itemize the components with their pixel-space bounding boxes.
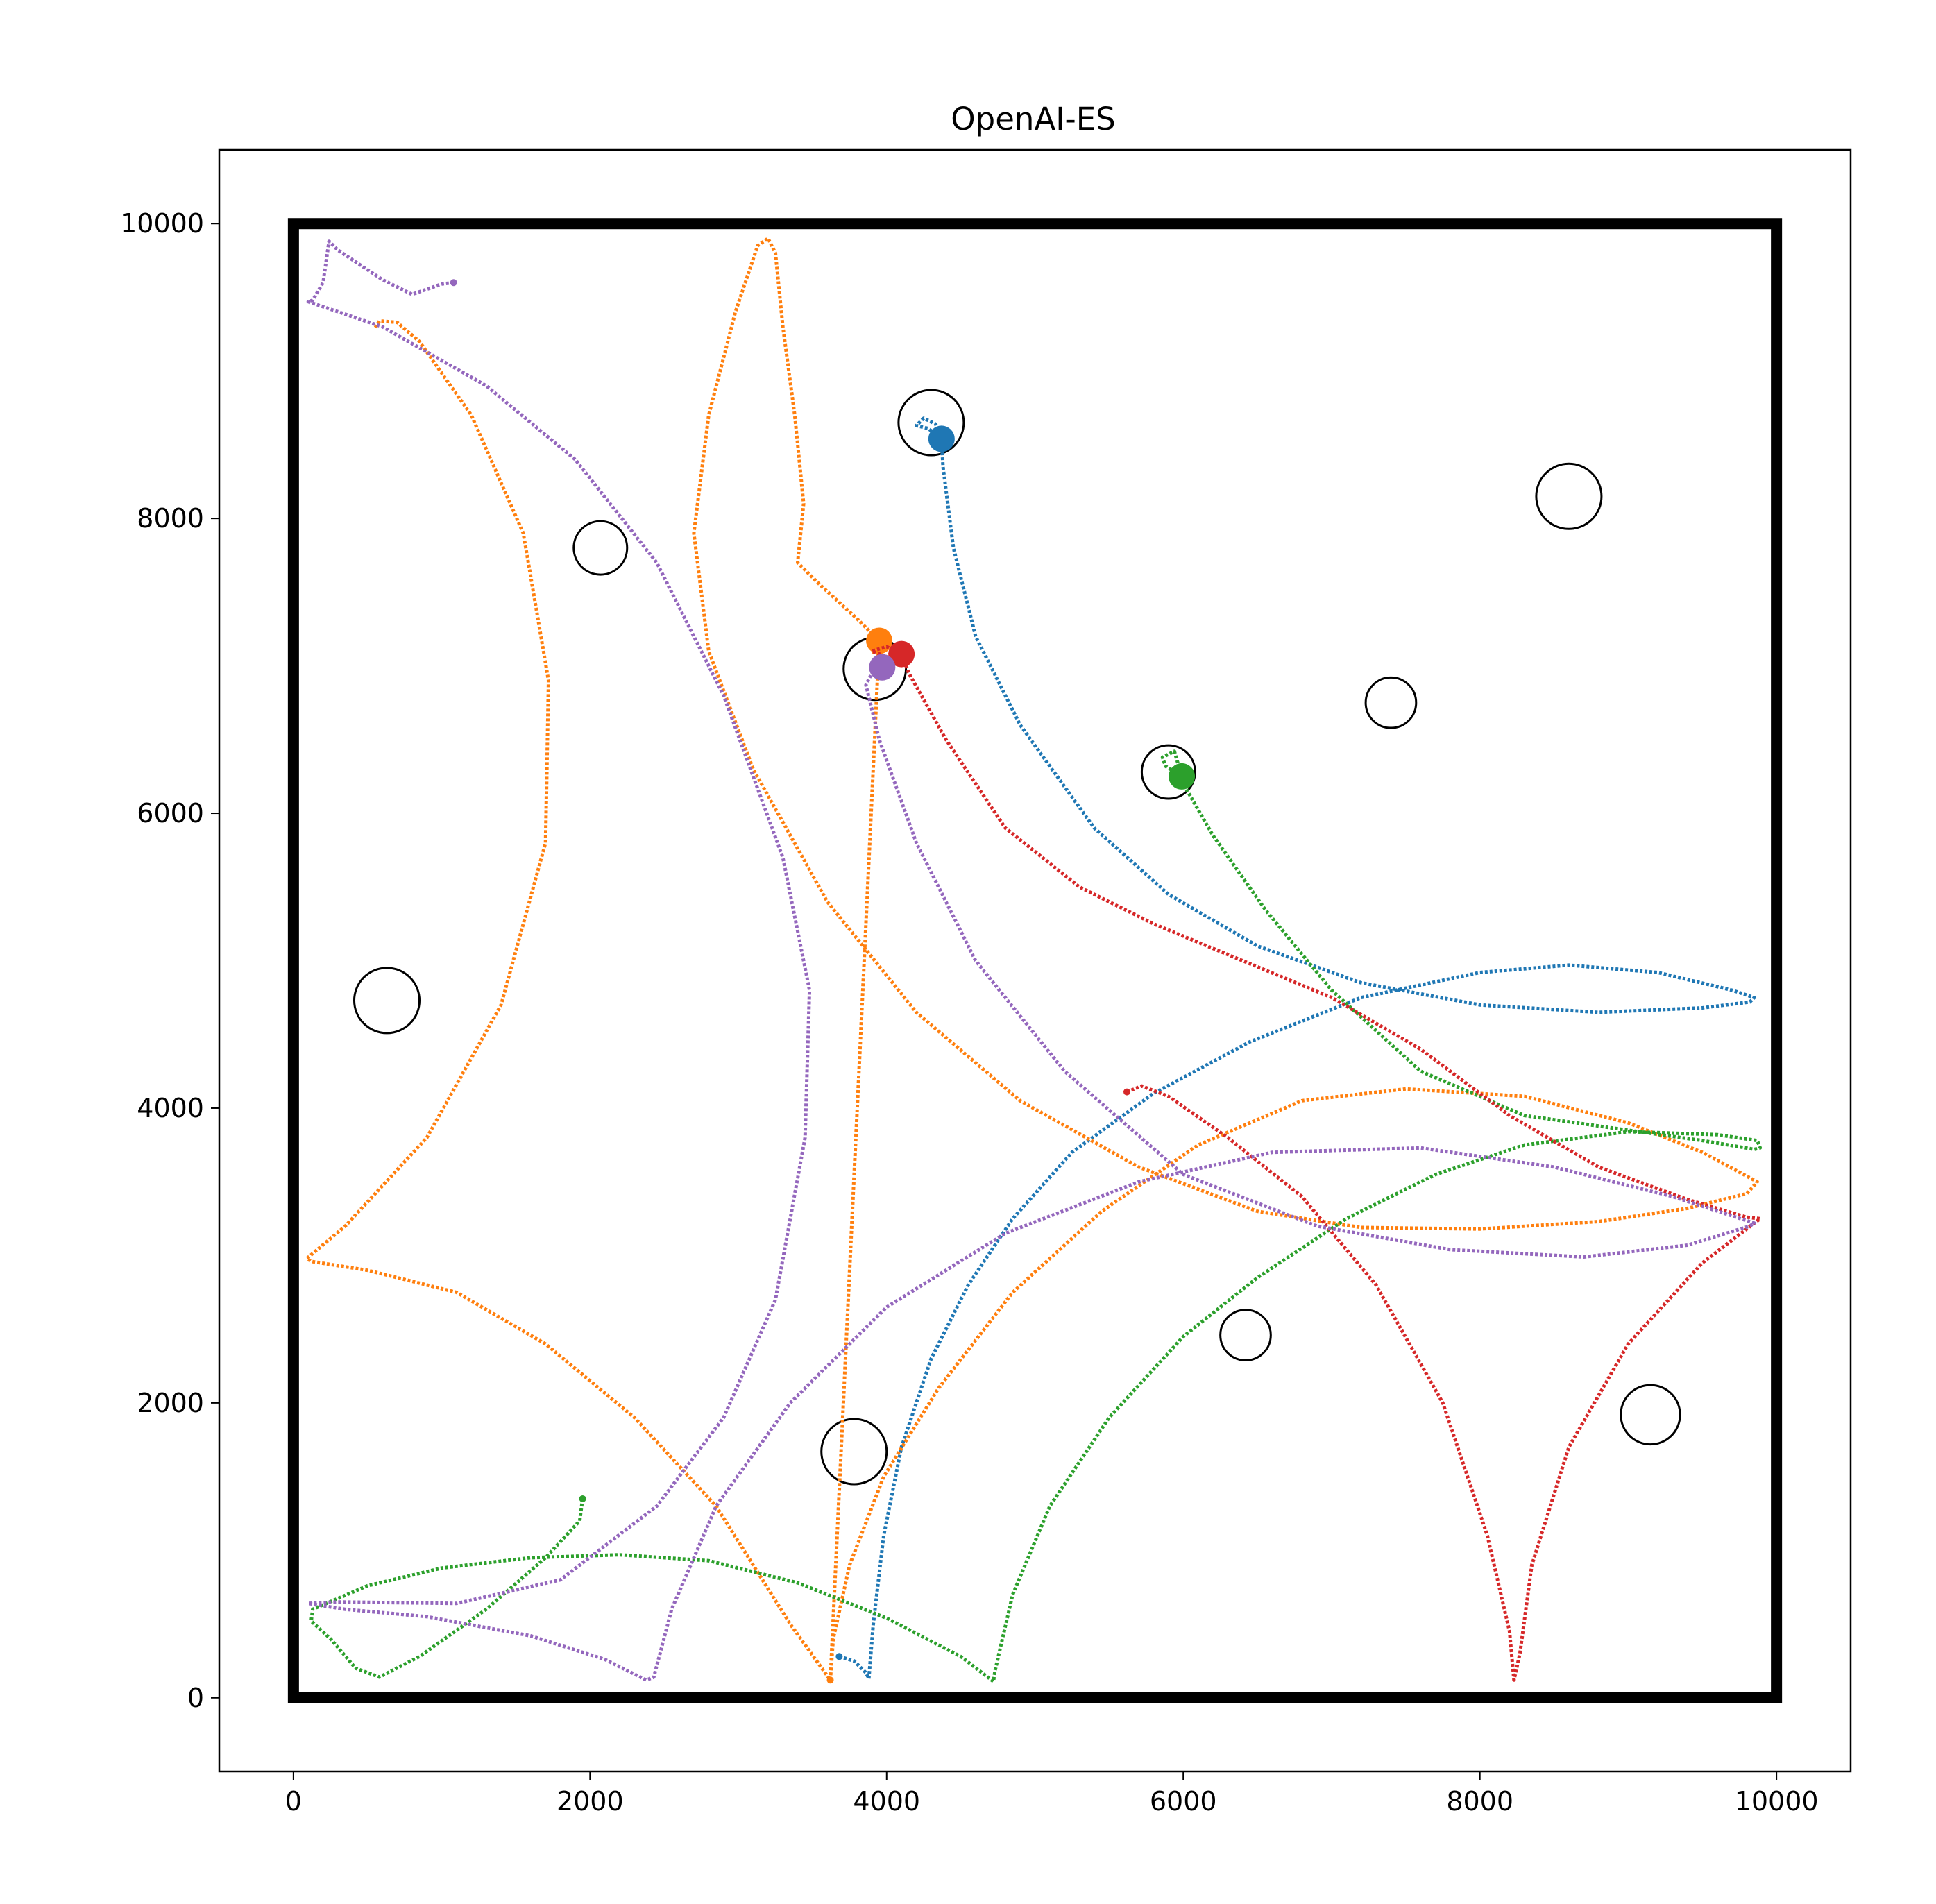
x-tick-label: 10000 [1735, 1786, 1819, 1817]
axes-frame [218, 148, 1852, 1773]
plot-area: 0 2000 4000 6000 8000 10000 0 2000 4000 6000 8000 1… [120, 148, 1852, 1817]
x-tick-label: 8000 [1446, 1786, 1513, 1817]
trajectory-start-point [835, 1653, 843, 1660]
y-tick-label: 0 [187, 1683, 204, 1713]
target-circle [353, 967, 421, 1035]
target-circle [820, 1418, 888, 1486]
trajectory-line [869, 645, 1763, 1682]
trajectory-end-point [928, 425, 955, 452]
y-tick-label: 4000 [137, 1093, 204, 1123]
trajectory-line [309, 749, 1763, 1683]
chart-title: OpenAI-ES [951, 101, 1115, 137]
target-circle [897, 389, 965, 457]
trajectory-line [305, 237, 1759, 1682]
trajectory-line [306, 239, 1756, 1682]
target-circle [1535, 462, 1603, 530]
y-tick-label: 6000 [137, 798, 204, 828]
trajectory-end-point [888, 640, 915, 668]
trajectory-end-point [869, 654, 896, 681]
trajectory-line [838, 416, 1756, 1681]
y-tick-label: 10000 [120, 208, 204, 239]
target-circle [1140, 744, 1196, 800]
arena-boundary [287, 218, 1783, 1703]
target-circle [1364, 676, 1418, 729]
trajectory-start-point [450, 279, 457, 287]
target-circle [1620, 1384, 1681, 1446]
x-tick-label: 4000 [853, 1786, 920, 1817]
y-tick-label: 2000 [137, 1388, 204, 1418]
target-circle [1219, 1309, 1272, 1361]
trajectory-start-point [579, 1495, 586, 1502]
x-tick-label: 6000 [1150, 1786, 1217, 1817]
x-tick-label: 2000 [557, 1786, 624, 1817]
x-tick-label: 0 [285, 1786, 302, 1817]
trajectory-end-point [866, 627, 893, 654]
trajectory-start-point [826, 1676, 834, 1684]
y-tick-label: 8000 [137, 503, 204, 534]
trajectory-end-point [1169, 763, 1196, 790]
trajectory-start-point [1123, 1088, 1131, 1096]
target-circle [572, 520, 629, 576]
